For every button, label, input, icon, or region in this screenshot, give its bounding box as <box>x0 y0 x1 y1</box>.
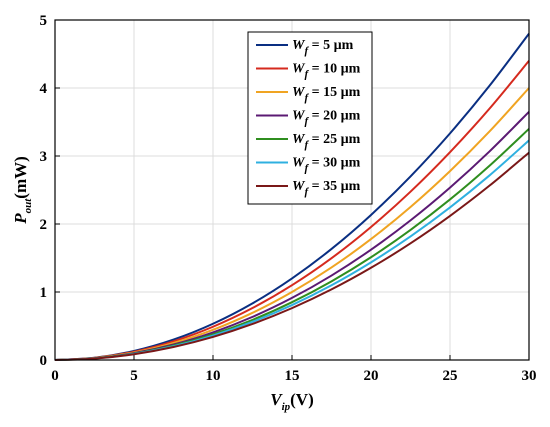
legend-entry-subscript: f <box>304 92 309 104</box>
y-tick-label: 2 <box>40 217 48 233</box>
plot-frame <box>54 19 530 361</box>
legend-entry-subscript: f <box>304 69 309 81</box>
y-axis-label-main: P <box>11 213 30 225</box>
x-axis-label-sub: ip <box>282 401 291 413</box>
series-lines <box>54 32 530 361</box>
legend-entry-symbol: W <box>292 156 306 171</box>
legend-entry-symbol: W <box>292 179 306 194</box>
x-axis-label-main: V <box>270 390 283 409</box>
legend-entry-subscript: f <box>304 45 309 57</box>
legend-entry-value: = 20 µm <box>308 109 361 124</box>
y-tick-label: 1 <box>40 285 48 301</box>
legend-entry-5: Wf = 25 µm <box>292 132 361 151</box>
legend-entry-value: = 15 µm <box>308 85 361 100</box>
legend-entry-symbol: W <box>292 132 306 147</box>
y-tick-label: 3 <box>40 149 48 165</box>
legend-entry-2: Wf = 10 µm <box>292 62 361 81</box>
legend-entry-3: Wf = 15 µm <box>292 85 361 104</box>
legend-entry-value: = 25 µm <box>308 132 361 147</box>
series-line-7 <box>54 151 530 361</box>
legend-entry-value: = 10 µm <box>308 62 361 77</box>
legend-entry-1: Wf = 5 µm <box>292 38 354 57</box>
y-tick-label: 0 <box>40 353 48 369</box>
y-tick-label: 5 <box>40 13 48 29</box>
x-tick-label: 25 <box>443 368 458 384</box>
y-axis-label-sub: out <box>22 198 34 214</box>
x-tick-label: 20 <box>364 368 379 384</box>
x-tick-labels: 0 5 10 15 20 25 30 <box>51 368 536 384</box>
x-tick-label: 0 <box>51 368 59 384</box>
legend-entry-subscript: f <box>304 163 309 175</box>
legend-entry-7: Wf = 35 µm <box>292 179 361 198</box>
legend-entry-symbol: W <box>292 109 306 124</box>
legend-entry-subscript: f <box>304 186 309 198</box>
legend-entry-subscript: f <box>304 116 309 128</box>
legend-entry-symbol: W <box>292 85 306 100</box>
legend-entry-6: Wf = 30 µm <box>292 156 361 175</box>
y-axis-label-unit: (mW) <box>11 156 30 198</box>
legend-entry-symbol: W <box>292 38 306 53</box>
y-axis-label: Pout(mW) <box>11 156 34 225</box>
legend-box <box>247 31 373 205</box>
x-axis-label-unit: (V) <box>290 390 314 409</box>
legend-entry-value: = 35 µm <box>308 179 361 194</box>
legend-entry-subscript: f <box>304 139 309 151</box>
x-axis-label: Vip(V) <box>270 390 314 413</box>
legend-entry-value: = 5 µm <box>308 38 354 53</box>
legend-entry-symbol: W <box>292 62 306 77</box>
x-tick-label: 15 <box>285 368 300 384</box>
x-tick-label: 30 <box>522 368 537 384</box>
y-tick-label: 4 <box>40 81 48 97</box>
x-tick-label: 10 <box>206 368 221 384</box>
y-tick-labels: 0 1 2 3 4 5 <box>40 13 48 369</box>
x-tick-label: 5 <box>130 368 138 384</box>
legend-entry-value: = 30 µm <box>308 156 361 171</box>
legend-entry-4: Wf = 20 µm <box>292 109 361 128</box>
